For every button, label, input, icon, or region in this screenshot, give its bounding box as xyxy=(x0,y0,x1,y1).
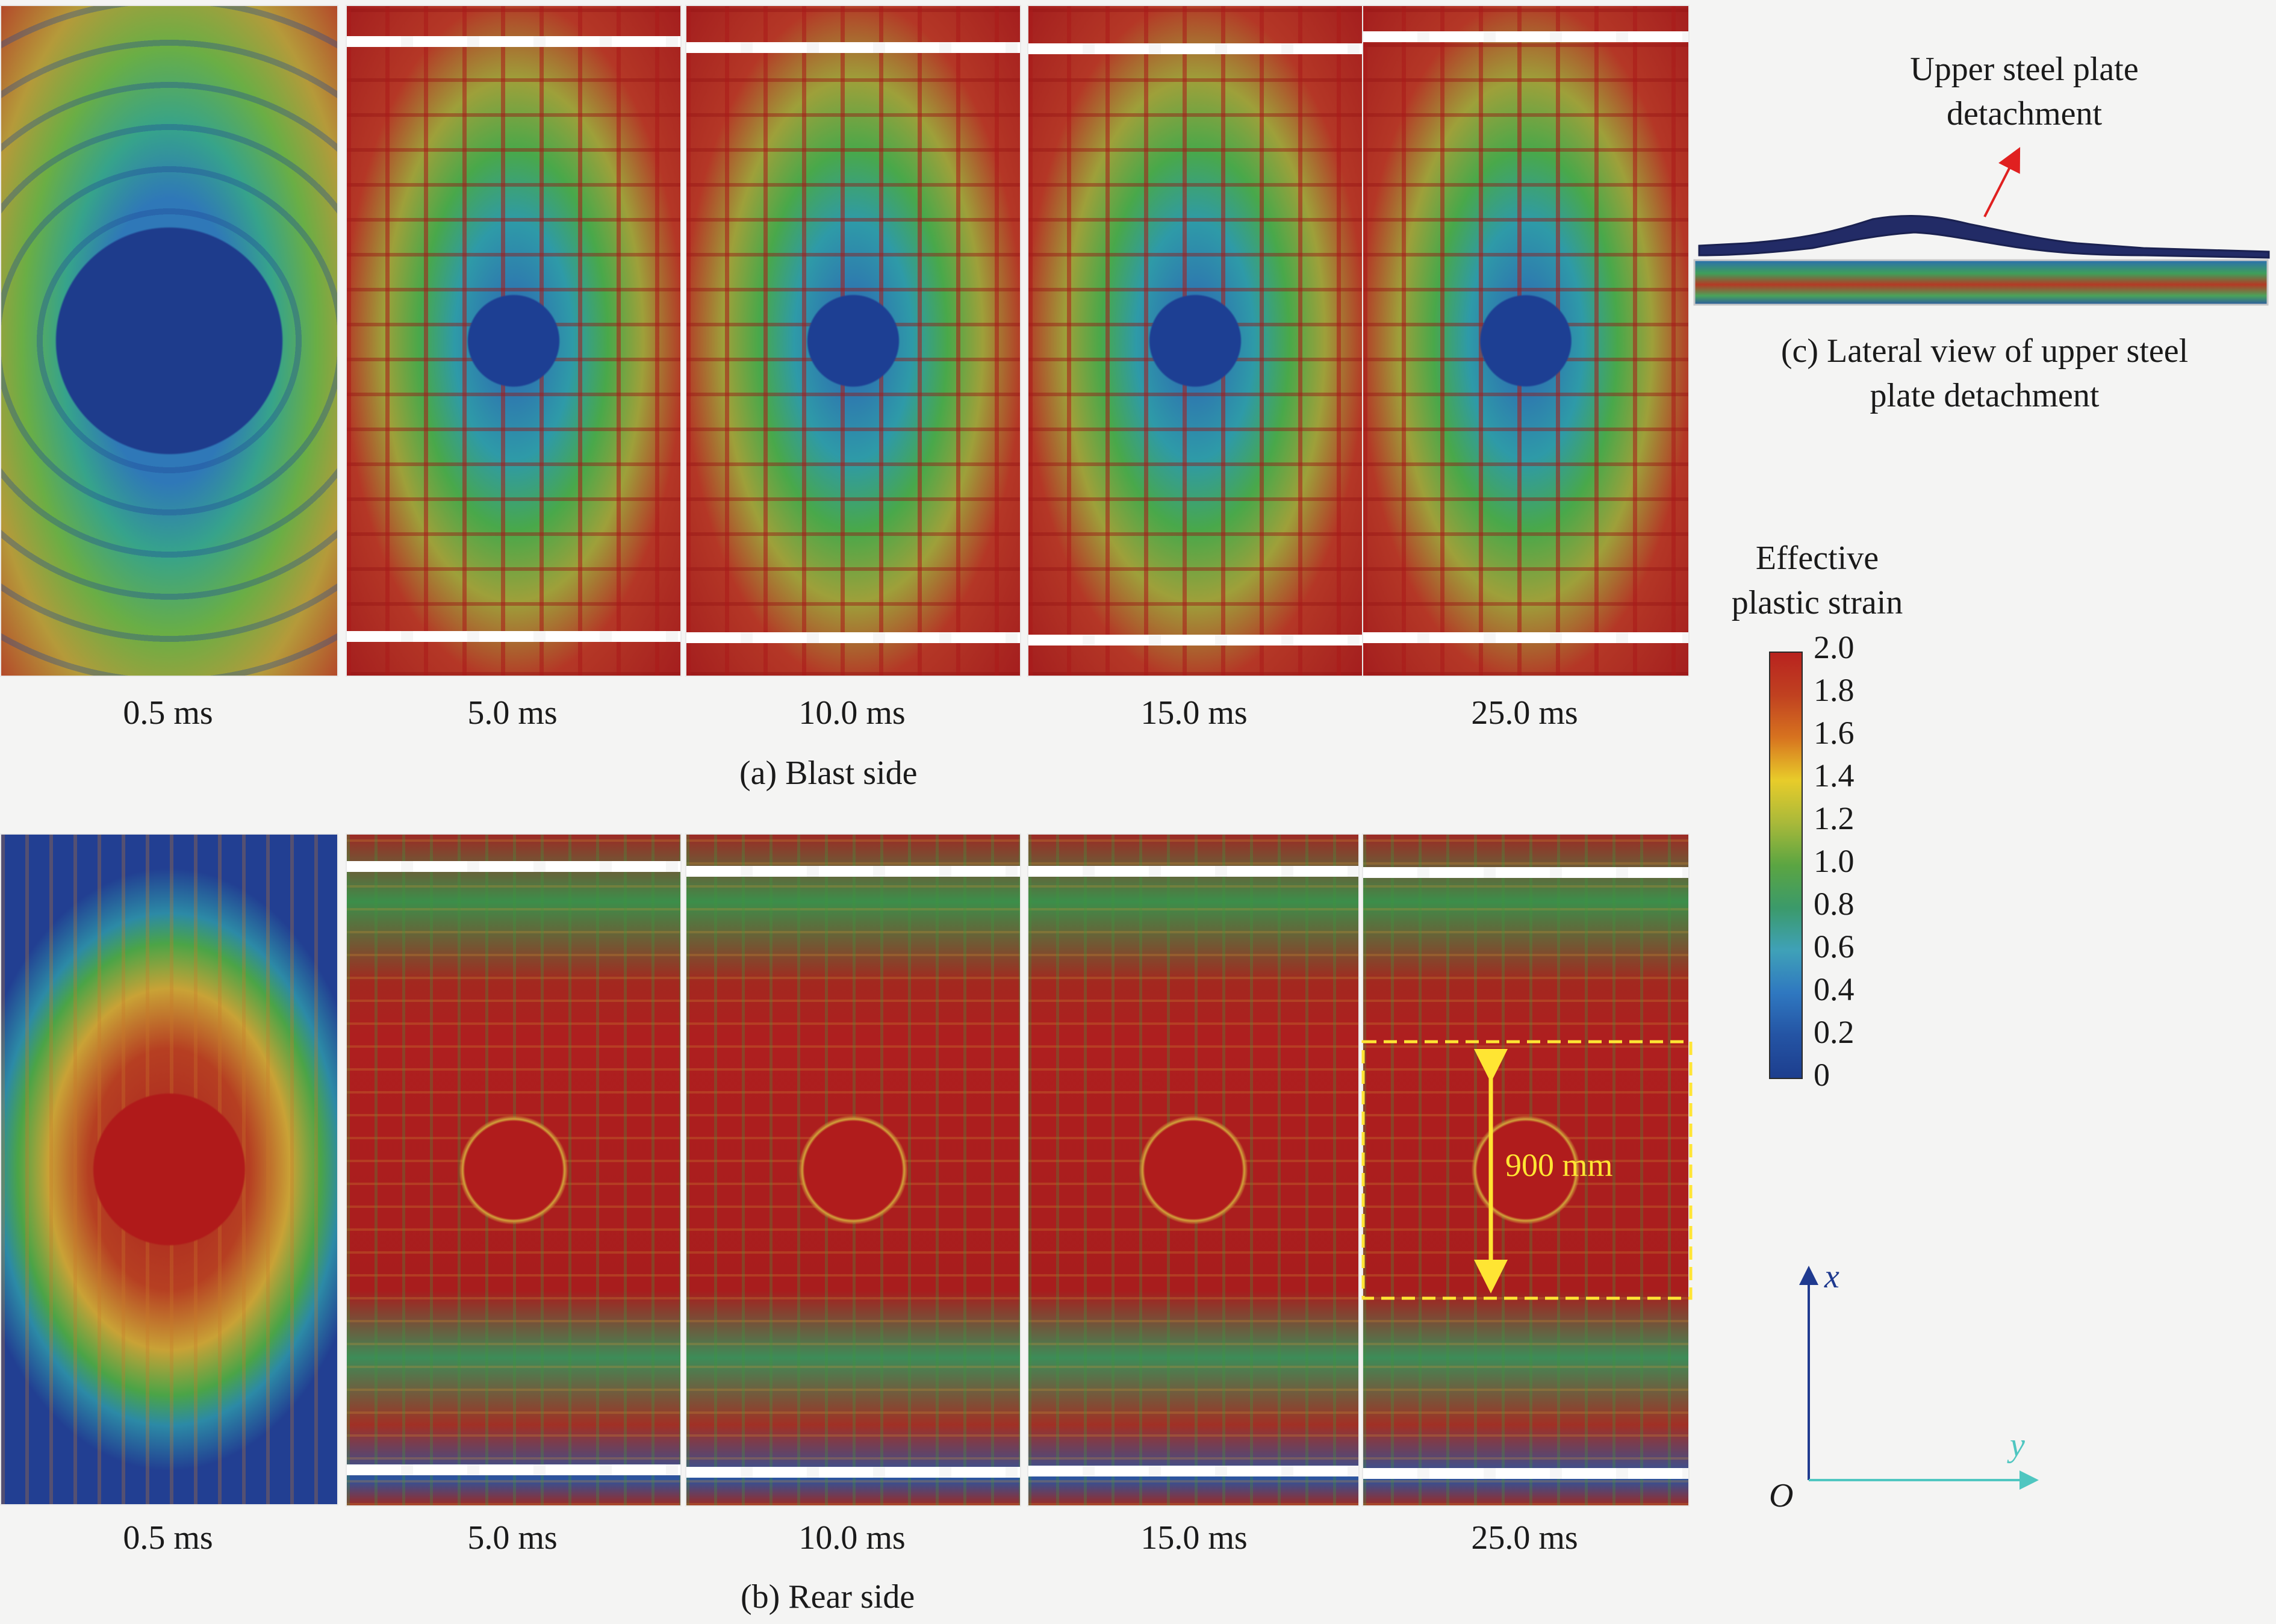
legend-tick-label: 0.6 xyxy=(1814,929,1855,965)
legend-tick-label: 1.6 xyxy=(1814,715,1855,751)
blast-time-label: 25.0 ms xyxy=(1471,694,1578,732)
origin-label: O xyxy=(1769,1477,1794,1514)
legend-colorbar xyxy=(1769,652,1803,1079)
blast-side-caption: (a) Blast side xyxy=(739,754,918,792)
lateral-view-caption-line2: plate detachment xyxy=(1870,377,2100,414)
rear-panel-5.0ms xyxy=(346,833,682,1507)
upper-plate-annotation-line2: detachment xyxy=(1946,95,2103,132)
x-axis-label: x xyxy=(1824,1258,1839,1295)
lateral-view-caption-line1: (c) Lateral view of upper steel xyxy=(1780,332,2189,370)
rear-time-label: 10.0 ms xyxy=(798,1519,906,1557)
lateral-view-caption: (c) Lateral view of upper steel plate de… xyxy=(1732,329,2237,418)
rear-time-label: 0.5 ms xyxy=(123,1519,213,1557)
dimension-label: 900 mm xyxy=(1505,1147,1613,1183)
upper-plate-annotation-arrow xyxy=(1983,147,2021,217)
dimension-box xyxy=(1361,1040,1693,1300)
legend-tick-label: 1.8 xyxy=(1814,672,1855,708)
rear-panel-10.0ms xyxy=(685,833,1021,1507)
y-axis-label: y xyxy=(2010,1426,2025,1464)
legend-tick-label: 0.4 xyxy=(1814,971,1855,1007)
rear-time-label: 25.0 ms xyxy=(1471,1519,1578,1557)
rear-time-label: 15.0 ms xyxy=(1140,1519,1248,1557)
legend-title-line1: Effective xyxy=(1755,540,1879,577)
rear-panel-0.5ms xyxy=(0,833,338,1505)
lateral-slab xyxy=(1693,259,2269,306)
blast-panel-0.5ms xyxy=(0,5,338,677)
legend-tick-label: 1.2 xyxy=(1814,800,1855,836)
blast-time-label: 0.5 ms xyxy=(123,694,213,732)
rear-side-caption: (b) Rear side xyxy=(741,1578,915,1616)
blast-panel-15.0ms xyxy=(1027,5,1363,677)
blast-time-label: 5.0 ms xyxy=(467,694,558,732)
rear-panel-15.0ms xyxy=(1027,833,1360,1507)
blast-panel-5.0ms xyxy=(346,5,682,677)
legend-tick-label: 1.0 xyxy=(1814,843,1855,879)
rear-time-label: 5.0 ms xyxy=(467,1519,558,1557)
legend-title: Effective plastic strain xyxy=(1691,536,1944,625)
blast-time-label: 10.0 ms xyxy=(798,694,906,732)
blast-time-label: 15.0 ms xyxy=(1140,694,1248,732)
rear-panel-25.0ms xyxy=(1362,833,1690,1507)
upper-plate-annotation-line1: Upper steel plate xyxy=(1910,51,2139,88)
blast-panel-25.0ms xyxy=(1362,5,1690,677)
legend-title-line2: plastic strain xyxy=(1731,584,1903,621)
upper-plate-annotation: Upper steel plate detachment xyxy=(1856,47,2193,136)
legend-tick-label: 0.2 xyxy=(1814,1014,1855,1050)
blast-panel-10.0ms xyxy=(685,5,1021,677)
legend-tick-label: 2.0 xyxy=(1814,629,1855,665)
legend-tick-label: 0 xyxy=(1814,1057,1830,1093)
legend-tick-label: 0.8 xyxy=(1814,886,1855,922)
legend-tick-label: 1.4 xyxy=(1814,758,1855,794)
detached-upper-steel-plate xyxy=(1698,215,2270,259)
